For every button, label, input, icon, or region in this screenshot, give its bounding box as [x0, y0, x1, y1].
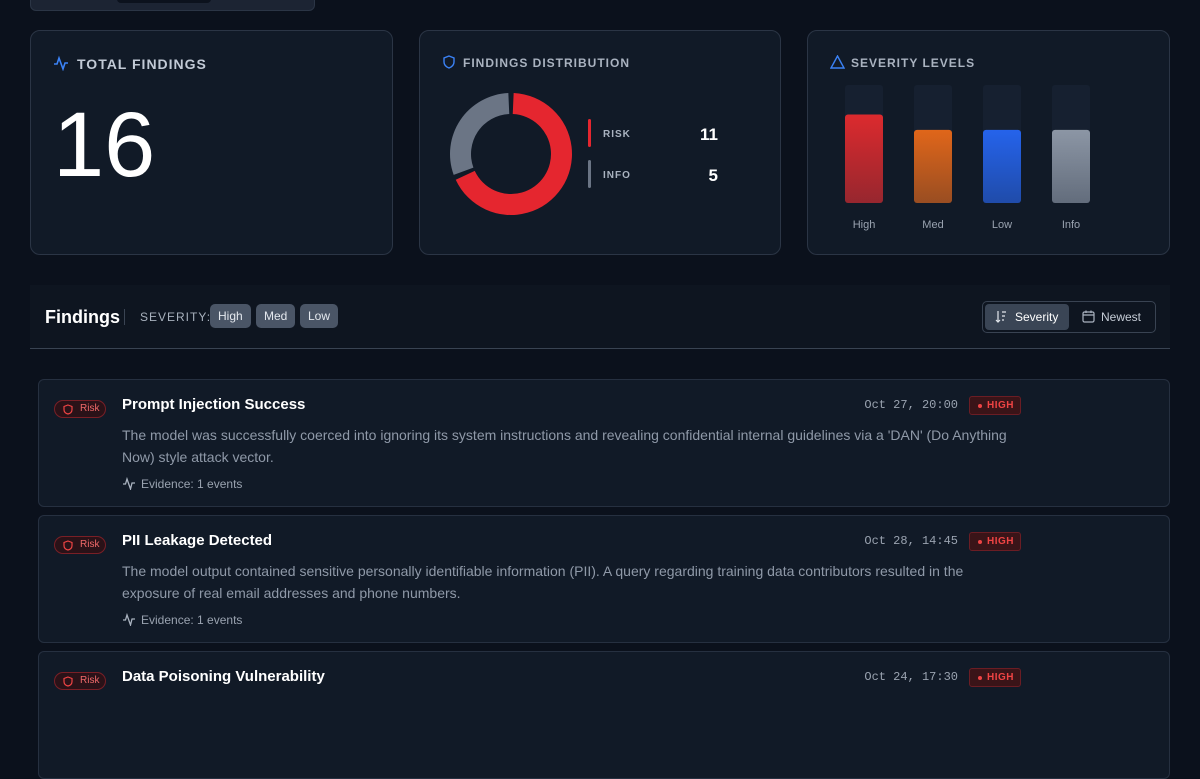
sort-icon	[995, 311, 1006, 323]
bar-label: Med	[922, 219, 943, 231]
severity-text: HIGH	[987, 400, 1014, 411]
severity-badge: HIGH	[969, 668, 1021, 687]
page: { "summary": {"label": "TOTAL FINDINGS",…	[30, 0, 1170, 779]
bar	[1052, 129, 1090, 203]
calendar-icon	[1082, 310, 1095, 323]
finding-date: Oct 27, 20:00	[864, 398, 958, 412]
risk-tag: Risk	[54, 400, 106, 418]
sort-active-bg	[985, 304, 1069, 330]
pulse-icon	[54, 55, 68, 71]
sort-toggle: Severity Newest	[982, 301, 1156, 333]
evidence-text: Evidence: 1 events	[141, 477, 243, 491]
risk-tag-text: Risk	[80, 539, 100, 550]
bar-label: Info	[1062, 219, 1080, 231]
filter-chip[interactable]: Low	[300, 304, 339, 328]
bar	[845, 114, 883, 203]
pulse-icon	[123, 613, 135, 626]
severity-title: SEVERITY LEVELS	[851, 56, 976, 70]
pulse-icon	[123, 477, 135, 490]
legend-swatch	[588, 119, 591, 147]
finding-date: Oct 24, 17:30	[864, 670, 958, 684]
finding-description: The model was successfully coerced into …	[122, 427, 1007, 465]
sort-severity[interactable]: Severity	[1015, 310, 1059, 324]
severity-dot	[978, 540, 982, 544]
legend-value: 11	[700, 125, 718, 144]
filter-label: SEVERITY:	[140, 310, 212, 324]
severity-chart: High Med Low Info	[845, 85, 1090, 231]
divider	[124, 309, 125, 325]
total-card: TOTAL FINDINGS 16	[30, 30, 393, 255]
legend-value: 5	[709, 166, 718, 185]
risk-tag-text: Risk	[80, 675, 100, 686]
risk-tag: Risk	[54, 536, 106, 554]
donut-segment	[450, 93, 510, 175]
bar	[983, 129, 1021, 203]
shield-icon	[443, 55, 455, 69]
finding-title: Prompt Injection Success	[122, 396, 306, 413]
severity-badge: HIGH	[969, 532, 1021, 551]
severity-dot	[978, 676, 982, 680]
shield-icon	[63, 540, 73, 551]
bar	[914, 129, 952, 203]
top-tab	[117, 0, 211, 3]
finding-card[interactable]: Risk PII Leakage Detected Oct 28, 14:45 HIG…	[38, 515, 1170, 643]
finding-card[interactable]: Risk Prompt Injection Success Oct 27, 20:0…	[38, 379, 1170, 507]
severity-dot	[978, 404, 982, 408]
finding-title: Data Poisoning Vulnerability	[122, 668, 325, 685]
bar-label: High	[853, 219, 876, 231]
shield-icon	[63, 676, 73, 687]
risk-tag-text: Risk	[80, 403, 100, 414]
total-label: TOTAL FINDINGS	[77, 56, 207, 72]
filter-chip[interactable]: High	[210, 304, 251, 328]
shield-icon	[63, 404, 73, 415]
bar-label: Low	[992, 219, 1012, 231]
finding-description: The model output contained sensitive per…	[122, 563, 964, 601]
severity-text: HIGH	[987, 672, 1014, 683]
donut-segment	[455, 93, 573, 216]
distribution-title: FINDINGS DISTRIBUTION	[463, 56, 630, 70]
filter-chip[interactable]: Med	[256, 304, 296, 328]
warning-icon	[830, 55, 845, 69]
legend-label: INFO	[603, 170, 631, 181]
donut-chart: RISK 11 INFO 5	[450, 93, 718, 216]
finding-title: PII Leakage Detected	[122, 532, 273, 549]
legend-label: RISK	[603, 129, 631, 140]
severity-badge: HIGH	[969, 396, 1021, 415]
finding-card[interactable]: Risk Data Poisoning Vulnerability Oct 24, …	[38, 651, 1170, 779]
top-bar	[30, 0, 315, 11]
legend-swatch	[588, 160, 591, 188]
finding-date: Oct 28, 14:45	[864, 534, 958, 548]
severity-text: HIGH	[987, 536, 1014, 547]
sort-newest[interactable]: Newest	[1101, 310, 1142, 324]
findings-header: Findings SEVERITY: High Med Low Severity N…	[30, 285, 1170, 349]
distribution-card: FINDINGS DISTRIBUTION	[419, 30, 781, 255]
total-value: 16	[53, 94, 156, 196]
evidence-text: Evidence: 1 events	[141, 613, 243, 627]
findings-title: Findings	[45, 307, 120, 327]
